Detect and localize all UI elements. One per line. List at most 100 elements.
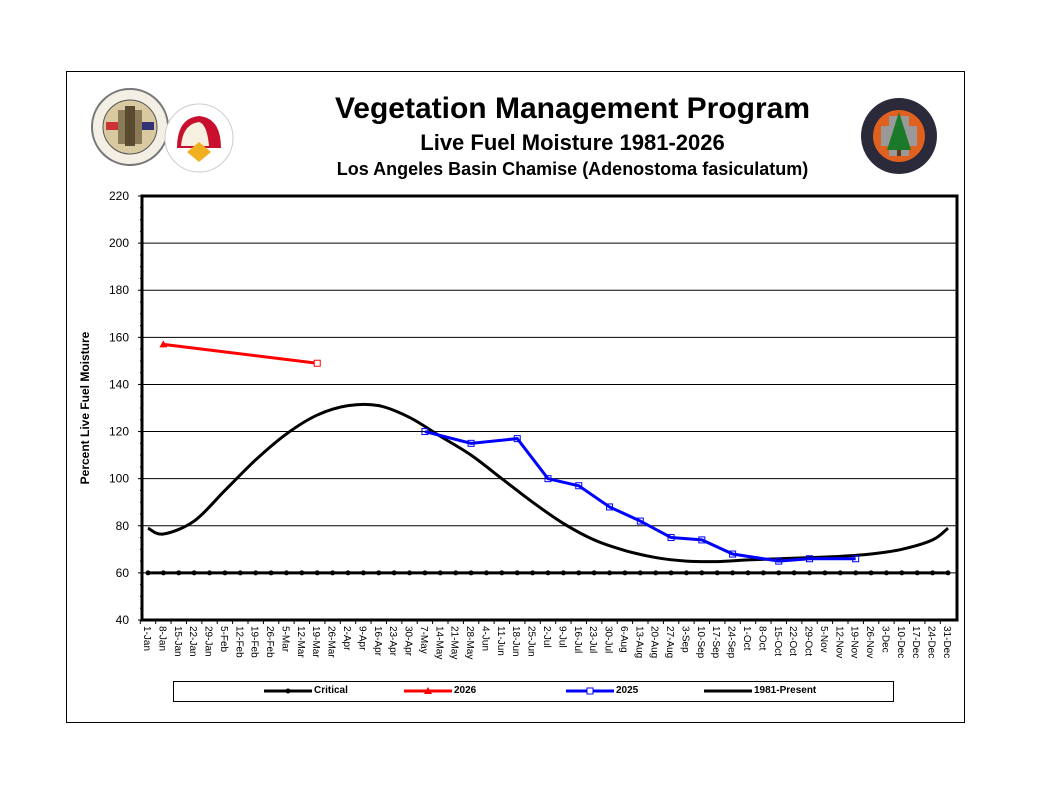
x-tick-label: 8-Jan — [156, 626, 167, 651]
chart-title: Vegetation Management Program — [334, 92, 811, 125]
data-point-critical — [622, 570, 628, 576]
x-tick-label: 26-Mar — [326, 626, 337, 658]
x-tick-label: 1-Jan — [141, 626, 152, 651]
legend-item-2026: 2026 — [404, 685, 476, 696]
x-tick-label: 29-Oct — [803, 626, 814, 656]
data-point-critical — [222, 570, 228, 576]
data-point-critical — [299, 570, 305, 576]
series-1981-present — [147, 402, 949, 564]
data-point-critical — [930, 570, 936, 576]
x-tick-label: 19-Nov — [849, 626, 860, 658]
data-point-critical — [668, 570, 674, 576]
data-point-2025 — [775, 557, 783, 565]
data-point-critical — [760, 570, 766, 576]
data-point-2025 — [667, 534, 675, 542]
data-point-critical — [637, 570, 643, 576]
x-tick-label: 11-Jun — [495, 626, 506, 656]
data-point-2026 — [313, 359, 321, 367]
x-tick-label: 23-Apr — [387, 626, 398, 657]
x-tick-label: 5-Nov — [818, 626, 829, 653]
data-point-2025 — [606, 503, 614, 511]
y-tick-label: 180 — [109, 283, 129, 297]
x-tick-label: 8-Oct — [756, 626, 767, 651]
x-tick-label: 27-Aug — [664, 626, 675, 658]
x-tick-label: 18-Jun — [510, 626, 521, 657]
fire-department-logo — [164, 103, 234, 173]
data-point-2025 — [698, 536, 706, 544]
y-tick-label: 60 — [116, 566, 130, 580]
series-line-2025 — [424, 430, 856, 563]
x-tick-label: 2-Jul — [541, 626, 552, 648]
series-line-2026 — [163, 342, 318, 365]
chart-frame — [66, 71, 965, 723]
data-point-critical — [837, 570, 843, 576]
x-tick-label: 24-Sep — [726, 626, 737, 659]
x-tick-label: 20-Aug — [649, 626, 660, 658]
data-point-critical — [330, 570, 336, 576]
data-point-critical — [699, 570, 705, 576]
y-tick-label: 100 — [109, 472, 129, 486]
data-point-critical — [207, 570, 213, 576]
data-point-critical — [653, 570, 659, 576]
x-tick-label: 10-Dec — [895, 626, 906, 658]
x-tick-label: 15-Oct — [772, 626, 783, 656]
x-tick-label: 17-Dec — [910, 626, 921, 658]
x-tick-label: 25-Jun — [526, 626, 537, 657]
legend-item-critical: Critical — [264, 685, 348, 696]
y-tick-label: 120 — [109, 425, 129, 439]
data-point-2025 — [729, 550, 737, 558]
y-axis-label: Percent Live Fuel Moisture — [78, 331, 92, 484]
x-tick-label: 16-Apr — [372, 626, 383, 657]
x-tick-label: 12-Feb — [233, 626, 244, 658]
series-critical — [145, 570, 951, 576]
data-point-critical — [776, 570, 782, 576]
data-point-critical — [191, 570, 197, 576]
legend-item-2025: 2025 — [566, 685, 638, 696]
x-tick-label: 19-Feb — [249, 626, 260, 658]
data-point-critical — [730, 570, 736, 576]
data-point-critical — [514, 570, 520, 576]
x-tick-label: 13-Aug — [633, 626, 644, 658]
x-tick-label: 24-Dec — [926, 626, 937, 658]
data-point-critical — [545, 570, 551, 576]
data-point-critical — [714, 570, 720, 576]
data-point-critical — [883, 570, 889, 576]
y-tick-label: 80 — [116, 519, 130, 533]
data-point-critical — [822, 570, 828, 576]
data-point-critical — [745, 570, 751, 576]
x-tick-label: 4-Jun — [479, 626, 490, 651]
x-tick-label: 22-Jan — [187, 626, 198, 657]
data-point-critical — [607, 570, 613, 576]
series-line-1981-present — [147, 402, 949, 564]
x-tick-label: 19-Mar — [310, 626, 321, 658]
data-point-critical — [530, 570, 536, 576]
data-point-critical — [468, 570, 474, 576]
x-tick-label: 9-Jul — [556, 626, 567, 648]
x-tick-label: 16-Jul — [572, 626, 583, 653]
chart-subtitle-species: Los Angeles Basin Chamise (Adenostoma fa… — [336, 159, 809, 179]
data-point-2025 — [575, 482, 583, 490]
x-tick-label: 1-Oct — [741, 626, 752, 651]
data-point-critical — [422, 570, 428, 576]
x-tick-label: 5-Mar — [279, 626, 290, 653]
legend-item-1981-present: 1981-Present — [704, 685, 816, 696]
data-point-critical — [683, 570, 689, 576]
legend-label: 1981-Present — [754, 685, 817, 696]
x-tick-label: 12-Mar — [295, 626, 306, 658]
data-point-critical — [391, 570, 397, 576]
legend-label: 2026 — [454, 685, 477, 696]
data-point-2025 — [852, 555, 860, 563]
data-point-critical — [283, 570, 289, 576]
data-point-critical — [253, 570, 259, 576]
data-point-2025 — [467, 439, 475, 447]
x-tick-label: 30-Jul — [603, 626, 614, 653]
legend-swatch-2025 — [566, 687, 614, 694]
x-tick-label: 14-May — [433, 626, 444, 659]
data-point-critical — [560, 570, 566, 576]
data-point-critical — [853, 570, 859, 576]
data-point-critical — [807, 570, 813, 576]
data-point-critical — [145, 570, 151, 576]
y-tick-label: 220 — [109, 189, 129, 203]
data-point-critical — [268, 570, 274, 576]
y-tick-label: 40 — [116, 613, 130, 627]
